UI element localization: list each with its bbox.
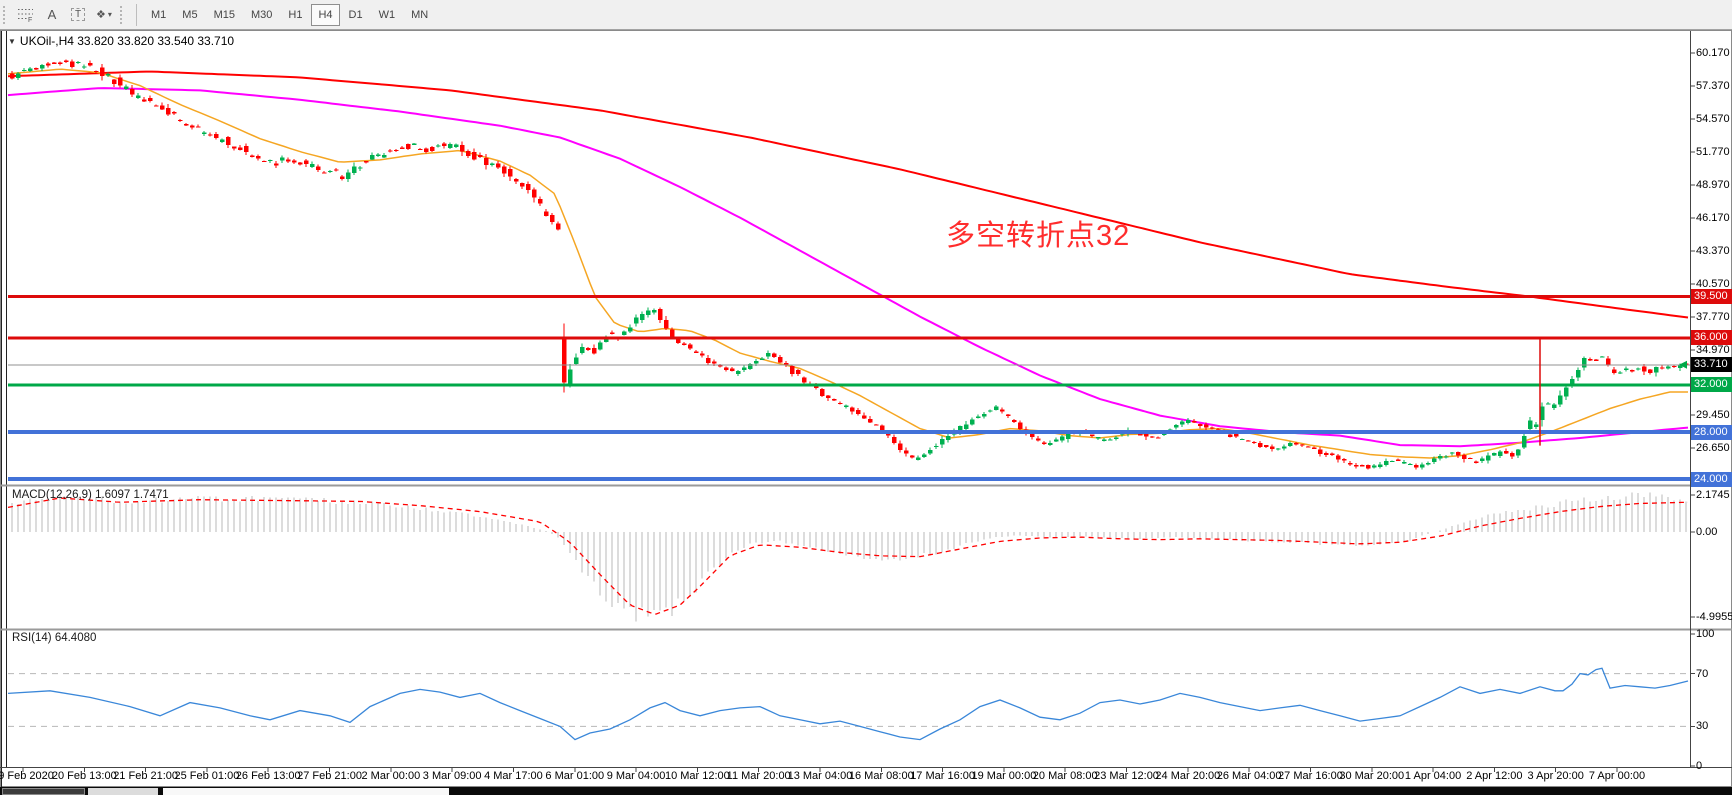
- arrows-icon: ❖: [96, 9, 106, 21]
- price-axis-tick: 46.170: [1696, 211, 1730, 224]
- time-axis-label: 10 Mar 12:00: [664, 770, 730, 782]
- time-axis-label: 17 Mar 16:00: [910, 770, 976, 782]
- toolbar-grip[interactable]: [120, 5, 126, 24]
- timeframe-button-m15[interactable]: M15: [213, 8, 235, 21]
- price-axis-tick: 51.770: [1696, 145, 1730, 158]
- time-axis-label: 3 Apr 20:00: [1527, 770, 1584, 782]
- time-axis-label: 3 Mar 09:00: [422, 770, 482, 782]
- chart-window: ▼ UKOil-,H4 33.820 33.820 33.540 33.710 M…: [0, 30, 1732, 787]
- chevron-down-icon: ▾: [107, 10, 112, 19]
- time-axis-label: 21 Feb 21:00: [113, 770, 179, 782]
- time-axis-label: 11 Mar 20:00: [726, 770, 791, 782]
- price-level-badge: 28.000: [1691, 424, 1732, 440]
- price-level-badge: 33.710: [1691, 357, 1732, 373]
- timeframe-button-mn[interactable]: MN: [411, 8, 429, 21]
- price-axis-tick: 60.170: [1696, 47, 1730, 59]
- indicator-axis-tick: -4.9955: [1696, 610, 1732, 623]
- bid-price-arrow-icon: [1679, 360, 1687, 369]
- macd-indicator-label: MACD(12,26,9) 1.6097 1.7471: [12, 489, 169, 501]
- timeframe-button-h1[interactable]: H1: [288, 8, 303, 21]
- text-label-tool-button[interactable]: T: [66, 4, 90, 26]
- time-axis-label: 16 Mar 08:00: [848, 770, 914, 782]
- text-tool-button[interactable]: A: [40, 4, 64, 26]
- time-axis-label: 2 Mar 00:00: [361, 770, 421, 782]
- arrows-tool-button[interactable]: ❖ ▾: [92, 4, 116, 26]
- indicator-axis-tick: 100: [1696, 628, 1715, 640]
- price-axis-tick: 34.970: [1696, 343, 1730, 356]
- text-label-icon: T: [70, 8, 86, 21]
- price-axis-tick: 37.770: [1696, 310, 1730, 323]
- time-axis-label: 19 Feb 2020: [0, 770, 54, 782]
- price-axis-tick: 54.570: [1696, 112, 1730, 125]
- chart-tab[interactable]: [88, 788, 158, 795]
- price-axis-tick: 29.450: [1696, 409, 1730, 421]
- indicator-axis-tick: 30: [1696, 720, 1709, 733]
- timeframe-button-m30[interactable]: M30: [250, 8, 273, 21]
- time-axis-label: 27 Feb 21:00: [297, 770, 362, 782]
- chart-title: ▼ UKOil-,H4 33.820 33.820 33.540 33.710: [8, 34, 235, 48]
- text-icon: A: [47, 7, 57, 22]
- timeframe-button-group: M1 M5 M15 M30 H1 H4 D1 W1 MN: [143, 3, 436, 26]
- toolbar-grip[interactable]: [3, 5, 9, 24]
- time-axis-label: 13 Mar 04:00: [787, 770, 853, 782]
- price-level-badge: 24.000: [1691, 471, 1732, 487]
- time-axis-label: 6 Mar 01:00: [545, 770, 605, 782]
- price-level-badge: 36.000: [1691, 330, 1732, 346]
- chart-text-annotation[interactable]: 多空转折点32: [946, 220, 1131, 252]
- time-axis-label: 20 Feb 13:00: [51, 770, 117, 782]
- chart-canvas[interactable]: [0, 30, 1732, 787]
- time-axis-label: 4 Mar 17:00: [484, 770, 543, 782]
- collapse-arrow-icon[interactable]: ▼: [8, 37, 16, 46]
- time-axis-label: 30 Mar 20:00: [1339, 770, 1405, 782]
- time-axis-label: 7 Apr 00:00: [1588, 770, 1646, 782]
- price-level-badge: 39.500: [1691, 289, 1732, 305]
- svg-text:F: F: [28, 17, 32, 22]
- time-axis-label: 2 Apr 12:00: [1466, 770, 1523, 782]
- time-axis-label: 25 Feb 01:00: [174, 770, 240, 782]
- fibonacci-tool-button[interactable]: F: [14, 4, 38, 26]
- price-level-badge: 32.000: [1691, 377, 1732, 393]
- price-axis-tick: 40.570: [1696, 277, 1730, 290]
- price-axis-tick: 26.650: [1696, 441, 1730, 454]
- indicator-axis-tick: 0: [1696, 760, 1703, 772]
- price-axis-tick: 57.370: [1696, 79, 1730, 92]
- indicator-axis-tick: 0.00: [1696, 526, 1718, 538]
- chart-tab-bar: [0, 787, 1732, 795]
- time-axis-label: 20 Mar 08:00: [1032, 770, 1098, 782]
- time-axis-label: 1 Apr 04:00: [1404, 770, 1462, 782]
- time-axis-label: 26 Feb 13:00: [235, 770, 301, 782]
- rsi-indicator-label: RSI(14) 64.4080: [12, 632, 97, 644]
- fibonacci-icon: F: [17, 9, 33, 22]
- timeframe-button-h4[interactable]: H4: [311, 3, 340, 26]
- time-axis-label: 24 Mar 20:00: [1155, 770, 1221, 782]
- chart-tab[interactable]: [2, 788, 85, 795]
- timeframe-button-w1[interactable]: W1: [378, 8, 396, 21]
- toolbar: F A T ❖ ▾ M1 M5 M15 M30 H1 H4 D1 W1 MN: [0, 0, 1732, 30]
- price-axis-tick: 48.970: [1696, 178, 1730, 191]
- timeframe-button-m5[interactable]: M5: [182, 8, 198, 21]
- time-axis-label: 23 Mar 12:00: [1094, 770, 1159, 782]
- chart-tab[interactable]: [163, 788, 449, 795]
- toolbar-separator: [136, 3, 137, 26]
- time-axis-label: 26 Mar 04:00: [1216, 770, 1282, 782]
- timeframe-button-d1[interactable]: D1: [348, 8, 363, 21]
- time-axis-label: 9 Mar 04:00: [606, 770, 666, 782]
- price-axis-tick: 43.370: [1696, 244, 1730, 257]
- indicator-axis-tick: 2.1745: [1696, 489, 1730, 502]
- time-axis-label: 19 Mar 00:00: [971, 770, 1037, 782]
- indicator-axis-tick: 70: [1696, 667, 1709, 680]
- timeframe-button-m1[interactable]: M1: [151, 8, 167, 21]
- time-axis-label: 27 Mar 16:00: [1278, 770, 1343, 782]
